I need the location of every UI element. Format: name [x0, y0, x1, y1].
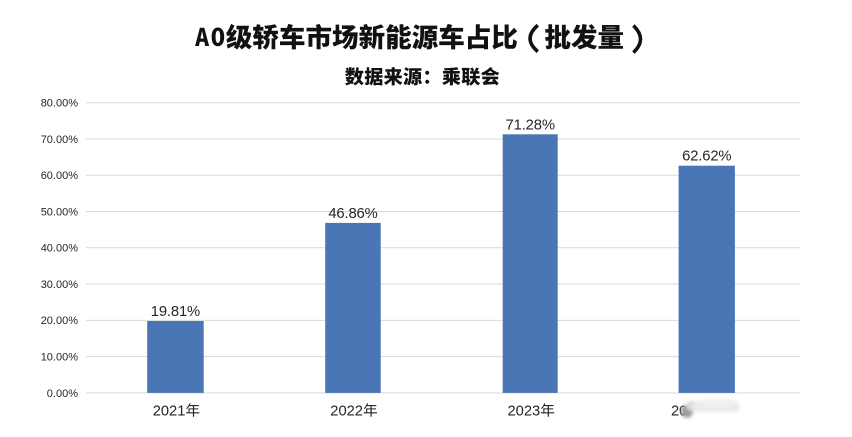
svg-text:62.62%: 62.62%: [682, 149, 731, 165]
svg-text:2023: 2023: [508, 404, 541, 420]
svg-text:71.28%: 71.28%: [506, 117, 555, 133]
svg-text:40.00%: 40.00%: [41, 243, 79, 255]
svg-text:10.00%: 10.00%: [41, 352, 79, 364]
svg-text:80.00%: 80.00%: [41, 98, 79, 110]
svg-text:2022: 2022: [330, 404, 363, 420]
svg-text:2021: 2021: [153, 404, 186, 420]
svg-text:60.00%: 60.00%: [41, 170, 79, 182]
svg-text:0.00%: 0.00%: [47, 388, 78, 400]
svg-text:46.86%: 46.86%: [328, 206, 377, 222]
svg-text:70.00%: 70.00%: [41, 134, 79, 146]
svg-text:50.00%: 50.00%: [41, 206, 79, 218]
svg-text:20.00%: 20.00%: [41, 315, 79, 327]
svg-text:30.00%: 30.00%: [41, 279, 79, 291]
svg-text:19.81%: 19.81%: [151, 304, 200, 320]
